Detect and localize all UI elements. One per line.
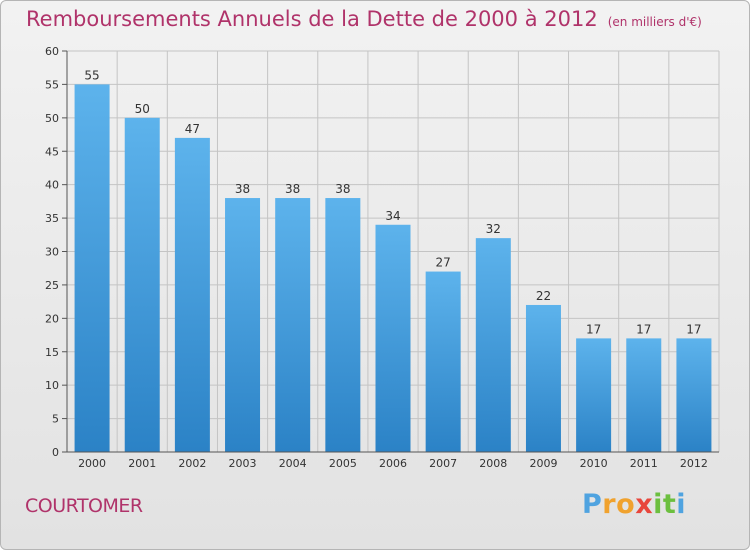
y-tick-label: 60 (45, 45, 59, 58)
x-tick-label: 2004 (279, 457, 307, 470)
y-tick-label: 0 (52, 446, 59, 459)
title-text: Remboursements Annuels de la Dette de 20… (26, 7, 598, 31)
labels: 0 5 10 15 20 25 30 35 40 45 50 55 60 55 2000 50 2001 47 20… (45, 45, 708, 470)
data-label: 55 (84, 68, 99, 82)
logo-letter: i (653, 489, 663, 520)
bar-2006 (375, 224, 411, 452)
logo-letter: o (616, 489, 636, 520)
bar-2011 (626, 338, 662, 452)
title-unit: (en milliers d'€) (607, 15, 702, 29)
logo-letter: r (602, 489, 617, 520)
logo-letter: P (582, 489, 603, 520)
bar-2001 (124, 117, 160, 452)
y-tick-label: 25 (45, 279, 59, 292)
data-label: 17 (636, 322, 651, 336)
x-tick-label: 2002 (178, 457, 206, 470)
bar-2012 (676, 338, 712, 452)
y-tick-label: 35 (45, 212, 59, 225)
bar-2003 (225, 198, 261, 452)
data-label: 27 (436, 256, 451, 270)
data-label: 38 (285, 182, 300, 196)
data-label: 17 (586, 322, 601, 336)
x-tick-label: 2011 (630, 457, 658, 470)
bar-2009 (525, 304, 561, 452)
bar-2008 (475, 238, 511, 452)
axes (62, 50, 719, 453)
x-tick-label: 2007 (429, 457, 457, 470)
y-tick-label: 45 (45, 145, 59, 158)
chart-title: Remboursements Annuels de la Dette de 20… (26, 7, 702, 31)
place-name: COURTOMER (25, 495, 143, 517)
data-label: 34 (385, 209, 400, 223)
x-tick-label: 2010 (580, 457, 608, 470)
bars (74, 84, 712, 453)
x-tick-label: 2008 (479, 457, 507, 470)
y-tick-label: 40 (45, 179, 59, 192)
x-tick-label: 2005 (329, 457, 357, 470)
y-tick-label: 30 (45, 246, 59, 259)
x-tick-label: 2009 (529, 457, 557, 470)
y-tick-label: 20 (45, 312, 59, 325)
bar-2004 (275, 198, 311, 452)
bar-2007 (425, 271, 461, 452)
data-label: 50 (135, 102, 150, 116)
x-tick-label: 2001 (128, 457, 156, 470)
data-label: 32 (486, 222, 501, 236)
y-tick-label: 50 (45, 112, 59, 125)
data-label: 17 (686, 322, 701, 336)
y-tick-label: 10 (45, 379, 59, 392)
x-tick-label: 2003 (229, 457, 257, 470)
logo-letter: x (635, 489, 654, 520)
bar-2005 (325, 198, 361, 452)
logo-letter: i (676, 489, 687, 520)
data-label: 38 (335, 182, 350, 196)
logo-letter: t (662, 489, 677, 520)
x-tick-label: 2006 (379, 457, 407, 470)
bar-2002 (174, 137, 210, 452)
proxiti-logo: Proxiti (582, 489, 686, 520)
y-tick-label: 5 (52, 413, 59, 426)
data-label: 22 (536, 289, 551, 303)
data-label: 38 (235, 182, 250, 196)
y-tick-label: 55 (45, 78, 59, 91)
y-tick-label: 15 (45, 346, 59, 359)
x-tick-label: 2000 (78, 457, 106, 470)
x-tick-label: 2012 (680, 457, 708, 470)
bar-2010 (576, 338, 612, 452)
bar-2000 (74, 84, 110, 453)
data-label: 47 (185, 122, 200, 136)
